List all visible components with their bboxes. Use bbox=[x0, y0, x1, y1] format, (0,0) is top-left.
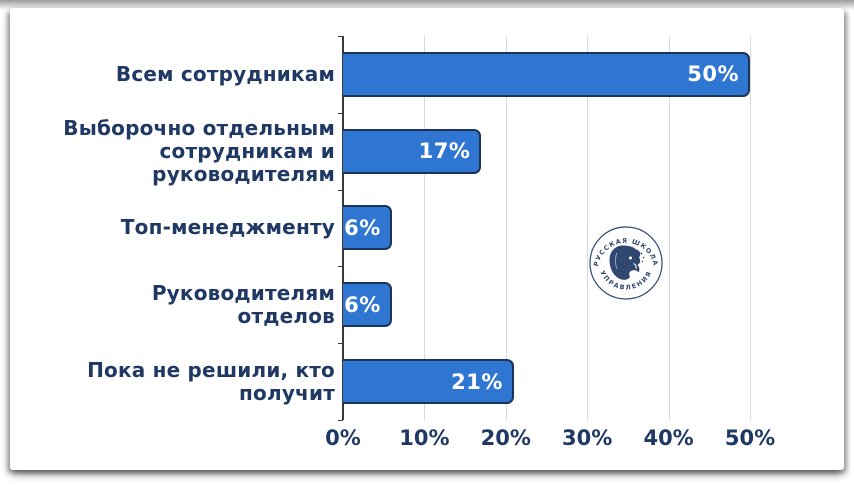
category-label: Выборочно отдельным сотрудникам и руководи… bbox=[63, 115, 335, 186]
axis-category-tick bbox=[338, 343, 343, 345]
category-label: Пока не решили, кто получит bbox=[87, 357, 335, 405]
category-label: Топ-менеджменту bbox=[120, 215, 335, 240]
bars-container: 50% 17% 6% 6% 21% bbox=[343, 36, 750, 420]
plot-area: 50% 17% 6% 6% 21% • РУССКАЯ ШКОЛА • УПРАВЛЕН… bbox=[338, 36, 751, 421]
bar-value-label: 21% bbox=[451, 369, 503, 394]
gridline bbox=[587, 36, 589, 420]
x-tick-label: 50% bbox=[724, 426, 776, 450]
x-tick-label: 40% bbox=[643, 426, 694, 450]
bar-Топ-менеджменту: 6% bbox=[343, 205, 392, 251]
gridline bbox=[668, 36, 670, 420]
category-label-row: Топ-менеджменту bbox=[28, 190, 335, 267]
axis-category-tick bbox=[338, 189, 343, 191]
bar-row: 50% bbox=[343, 36, 750, 113]
axis-category-tick bbox=[338, 420, 343, 421]
gridline bbox=[505, 36, 507, 420]
bar-row: 6% bbox=[343, 266, 750, 343]
lion-head-icon bbox=[609, 245, 645, 280]
category-labels-column: Всем сотрудникам Выборочно отдельным сотру… bbox=[28, 36, 335, 420]
axis-category-tick bbox=[338, 266, 343, 268]
bar-value-label: 6% bbox=[344, 215, 381, 240]
bar-Пока не решили, кто получит: 21% bbox=[343, 359, 514, 405]
category-label: Руководителям отделов bbox=[151, 280, 335, 328]
bar-Выборочно отдельным сотрудникам и руководителям: 17% bbox=[343, 128, 482, 174]
rsu-logo-watermark-icon: • РУССКАЯ ШКОЛА • УПРАВЛЕНИЯ bbox=[589, 226, 663, 300]
axis-category-tick bbox=[338, 112, 343, 114]
x-tick-label: 20% bbox=[480, 426, 531, 450]
bar-row: 6% bbox=[343, 190, 750, 267]
x-axis-tick-labels: 0% 10% 20% 30% 40% 50% bbox=[325, 426, 775, 456]
category-label-row: Руководителям отделов bbox=[28, 266, 335, 343]
bar-value-label: 6% bbox=[344, 292, 381, 317]
axis-category-tick bbox=[338, 36, 343, 37]
gridline bbox=[424, 36, 426, 420]
x-tick-label: 10% bbox=[399, 426, 450, 450]
gridline bbox=[750, 36, 751, 420]
x-tick-label: 0% bbox=[325, 426, 361, 450]
bar-row: 21% bbox=[343, 343, 750, 420]
bar-Всем сотрудникам: 50% bbox=[343, 51, 750, 97]
top-edge-shadow bbox=[0, 0, 854, 10]
x-tick-label: 30% bbox=[562, 426, 613, 450]
category-label: Всем сотрудникам bbox=[115, 61, 335, 86]
category-label-row: Пока не решили, кто получит bbox=[28, 343, 335, 420]
bar-value-label: 17% bbox=[418, 139, 471, 164]
bar-Руководителям отделов: 6% bbox=[343, 282, 392, 328]
category-label-row: Выборочно отдельным сотрудникам и руководи… bbox=[28, 113, 335, 190]
chart-card: Всем сотрудникам Выборочно отдельным сотру… bbox=[10, 8, 844, 470]
bar-row: 17% bbox=[343, 113, 750, 190]
bar-value-label: 50% bbox=[687, 62, 739, 87]
category-label-row: Всем сотрудникам bbox=[28, 36, 335, 113]
